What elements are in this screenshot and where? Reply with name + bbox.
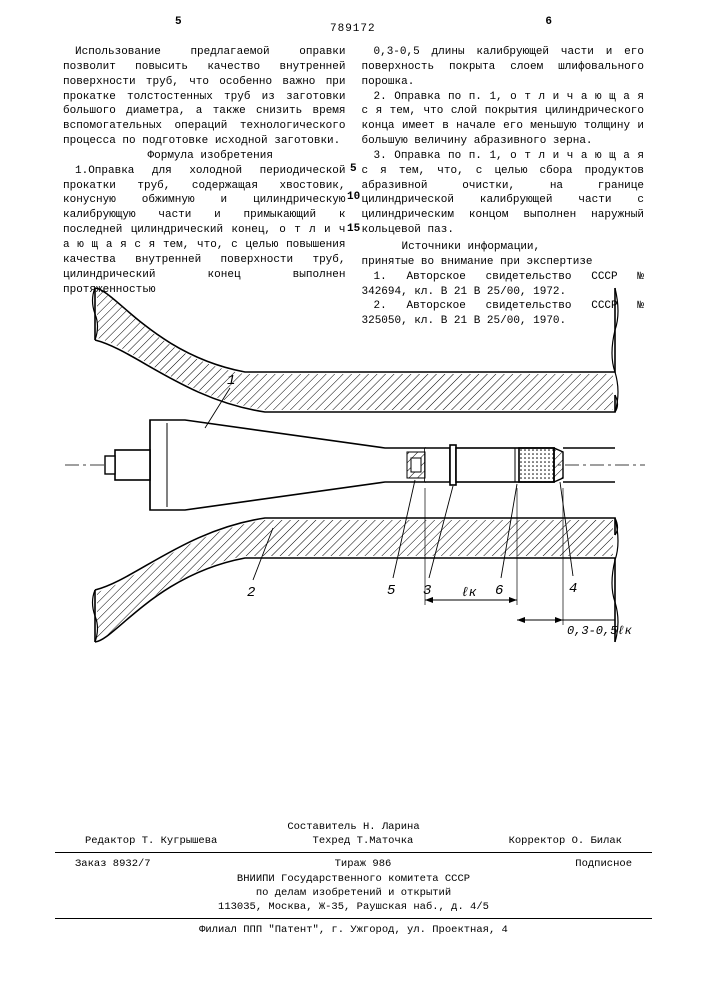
sources-subtitle: принятые во внимание при экспертизе	[362, 255, 645, 270]
footer-divider	[55, 918, 652, 919]
figure-dim-ek: ℓк	[461, 585, 477, 600]
footer-org1: ВНИИПИ Государственного комитета СССР	[55, 872, 652, 886]
figure-label-2: 2	[247, 585, 255, 601]
formula-title: Формула изобретения	[63, 149, 346, 164]
figure-label-6: 6	[495, 583, 503, 599]
document-number: 789172	[330, 22, 376, 37]
footer-filial: Филиал ППП "Патент", г. Ужгород, ул. Про…	[55, 923, 652, 937]
footer-compiler: Составитель Н. Ларина	[55, 820, 652, 834]
footer-order: Заказ 8932/7	[75, 857, 151, 871]
footer-addr: 113035, Москва, Ж-35, Раушская наб., д. …	[55, 900, 652, 914]
figure-label-3: 3	[423, 583, 431, 599]
footer-tech: Техред Т.Маточка	[313, 834, 414, 848]
footer-tirage: Тираж 986	[335, 857, 392, 871]
figure-dim-range: 0,3-0,5ℓк	[567, 624, 633, 638]
footer-block: Составитель Н. Ларина Редактор Т. Кугрыш…	[55, 820, 652, 937]
sources-title: Источники информации,	[362, 240, 645, 255]
figure-label-5: 5	[387, 583, 396, 599]
claim-3: 3. Оправка по п. 1, о т л и ч а ю щ а я …	[362, 149, 645, 238]
claim-2: 2. Оправка по п. 1, о т л и ч а ю щ а я …	[362, 90, 645, 149]
footer-divider	[55, 852, 652, 853]
footer-subscr: Подписное	[575, 857, 632, 871]
intro-paragraph: Использование предлагаемой оправки позво…	[63, 45, 346, 149]
page-number-left: 5	[175, 15, 182, 30]
footer-editor: Редактор Т. Кугрышева	[85, 834, 217, 848]
page-number-right: 6	[545, 15, 552, 30]
figure-label-4: 4	[569, 581, 577, 597]
footer-org2: по делам изобретений и открытий	[55, 886, 652, 900]
figure-label-1: 1	[227, 373, 235, 389]
claim-1: 1.Оправка для холодной периодической про…	[63, 164, 346, 298]
footer-corrector: Корректор О. Билак	[509, 834, 622, 848]
technical-drawing: 1 2 5 3 6 4 ℓк 0,3-0,5ℓк	[55, 280, 652, 675]
claim-1-continued: 0,3-0,5 длины калибрующей части и его по…	[362, 45, 645, 90]
